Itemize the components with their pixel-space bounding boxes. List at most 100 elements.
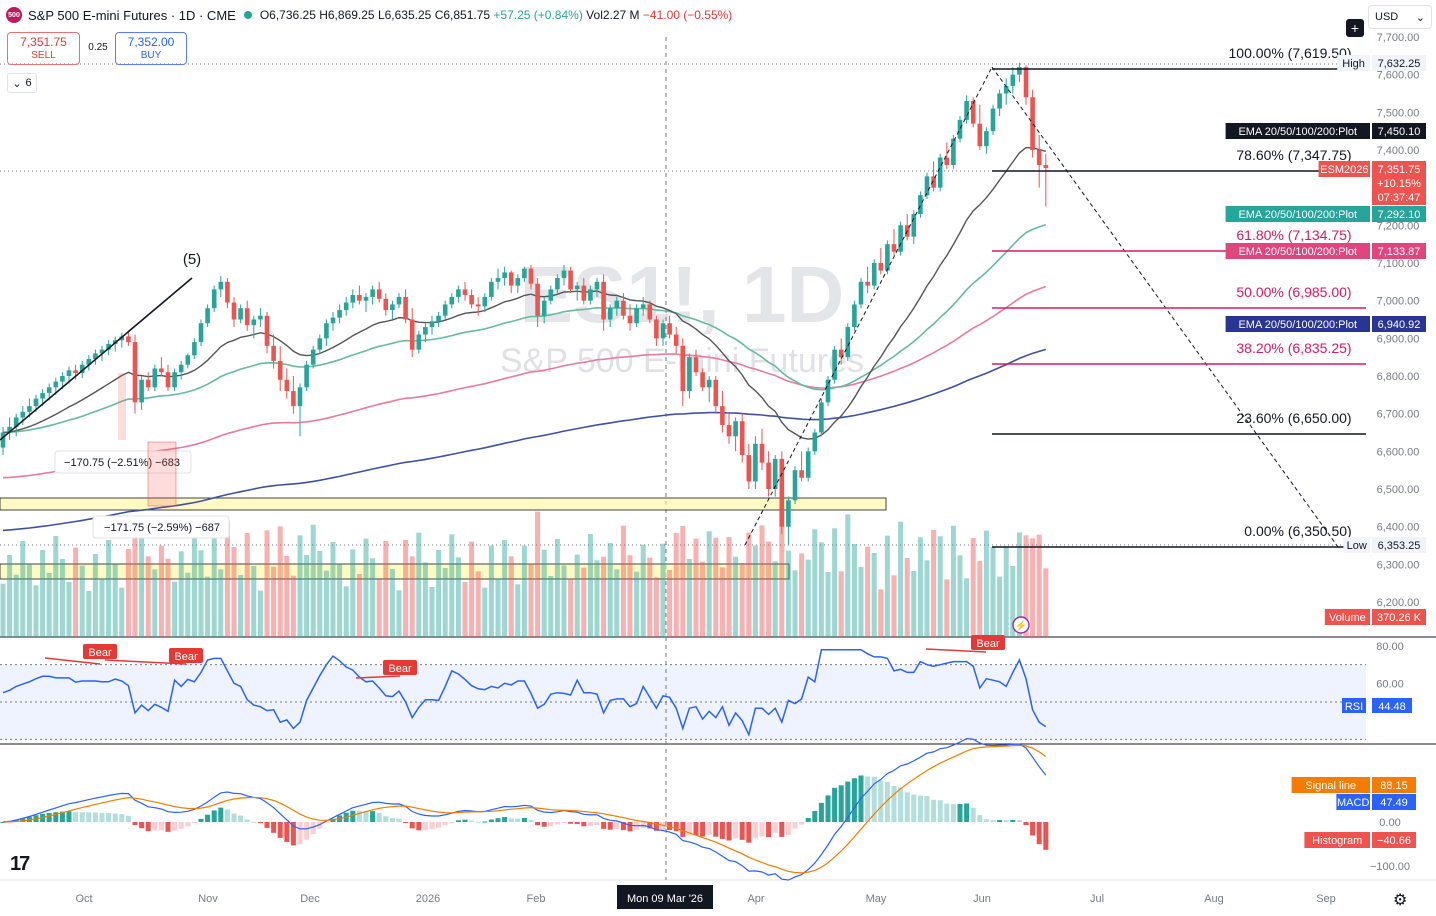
macd-histogram-bar: [1030, 822, 1036, 836]
rsi-bear-badge: [169, 648, 203, 663]
candle-body: [192, 342, 197, 356]
macd-histogram-bar: [224, 809, 230, 822]
candle-body: [627, 315, 633, 324]
volume-bar: [667, 570, 673, 637]
volume-bar: [112, 564, 118, 637]
ohlc-readout: O6,736.25 H6,869.25 L6,635.25 C6,851.75 …: [260, 8, 732, 22]
candle-body: [660, 323, 666, 339]
candle-body: [805, 451, 811, 478]
macd-histogram-bar: [825, 795, 831, 822]
macd-histogram-bar: [257, 822, 263, 824]
macd-histogram-bar: [653, 822, 659, 831]
add-alert-plus-icon[interactable]: +: [1346, 19, 1364, 37]
candle-body: [0, 432, 6, 448]
candle-body: [258, 315, 263, 320]
buy-price: 7,352.00: [127, 34, 175, 49]
indicators-collapse-button[interactable]: ⌄ 6: [7, 73, 37, 93]
macd-histogram-bar: [838, 785, 844, 822]
candle-body: [297, 387, 303, 407]
volume-bar: [86, 591, 92, 637]
price-tick-label: 6,500.00: [1377, 484, 1420, 496]
candle-body: [343, 302, 349, 311]
ohlc-close: C6,851.75: [434, 8, 491, 22]
sell-button[interactable]: 7,351.75 SELL: [7, 32, 80, 65]
macd-histogram-bar: [442, 822, 448, 826]
macd-histogram-bar: [436, 822, 442, 828]
volume-bar: [145, 556, 151, 637]
macd-histogram-bar: [376, 812, 382, 822]
volume-bar: [1023, 535, 1029, 637]
candle-body: [66, 370, 72, 376]
candle-body: [654, 319, 659, 339]
time-tick-label: Jul: [1090, 893, 1104, 905]
candle-body: [548, 289, 554, 301]
macd-histogram-bar: [561, 822, 567, 823]
currency-select[interactable]: USD ⌄: [1368, 5, 1432, 29]
macd-histogram-bar: [521, 817, 527, 822]
high-value: 7,632.25: [1378, 58, 1421, 70]
macd-tick-label: −100.00: [1370, 861, 1410, 873]
candle-body: [264, 315, 270, 346]
time-tick-label: Jun: [973, 893, 991, 905]
indicator-count: 6: [25, 77, 32, 89]
settings-gear-icon[interactable]: ⚙: [1393, 892, 1408, 909]
macd-histogram-bar: [205, 814, 211, 822]
rsi-tick-label: 80.00: [1376, 641, 1404, 653]
candle-body: [918, 195, 923, 215]
macd-histogram-bar: [686, 822, 692, 836]
volume-bar: [541, 549, 547, 637]
candle-body: [528, 268, 534, 284]
candle-body: [759, 443, 765, 463]
macd-histogram-bar: [990, 820, 996, 822]
fib-level-label: 100.00% (7,619.50): [1229, 45, 1352, 61]
volume-bar: [0, 583, 6, 637]
candle-body: [693, 357, 699, 373]
volume-bar: [983, 530, 989, 637]
wave-label: (5): [183, 251, 201, 268]
macd-histogram-bar: [878, 780, 884, 822]
candle-body: [469, 295, 474, 305]
low-value: 6,353.25: [1378, 540, 1421, 552]
time-tick-label: May: [866, 893, 887, 905]
volume-bar: [581, 567, 587, 637]
candle-body: [733, 421, 738, 437]
candle-body: [350, 295, 356, 303]
volume-bar: [594, 560, 600, 637]
candle-body: [990, 108, 996, 132]
candle-body: [997, 93, 1002, 109]
macd-histogram-bar: [403, 822, 409, 823]
candle-body: [416, 334, 422, 350]
candle-body: [951, 138, 956, 166]
tradingview-logo-icon[interactable]: 17: [10, 853, 30, 875]
support-zone-1: [0, 497, 887, 511]
candle-body: [363, 296, 369, 301]
volume-bar: [211, 536, 217, 637]
volume-bar: [950, 525, 956, 637]
volume-bar: [132, 523, 138, 637]
candle-body: [871, 263, 877, 286]
candle-body: [33, 398, 39, 407]
ema50-tag-label: EMA 20/50/100/200:Plot: [1238, 209, 1357, 221]
vol-value: 2.27 M: [602, 8, 640, 22]
macd-histogram-bar: [152, 822, 158, 831]
candle-body: [99, 349, 105, 354]
macd-histogram-bar: [125, 815, 131, 822]
macd-value-box: [1372, 794, 1416, 810]
volume-bar: [825, 572, 831, 637]
macd-histogram-bar: [422, 822, 428, 831]
candle-body: [535, 283, 540, 316]
macd-histogram-bar: [719, 822, 725, 839]
volume-bar: [469, 541, 475, 637]
rsi-bear-3-line: [355, 675, 401, 679]
candle-body: [726, 424, 732, 437]
macd-histogram-bar: [997, 820, 1003, 822]
volume-bar: [799, 553, 805, 637]
macd-histogram-bar: [251, 821, 257, 823]
volume-bar: [455, 557, 461, 637]
candle-body: [376, 289, 382, 299]
candle-body: [891, 244, 897, 252]
symbol-title[interactable]: S&P 500 E-mini Futures · 1D · CME: [28, 7, 236, 23]
buy-button[interactable]: 7,352.00 BUY: [115, 32, 187, 65]
volume-bar: [257, 590, 263, 637]
